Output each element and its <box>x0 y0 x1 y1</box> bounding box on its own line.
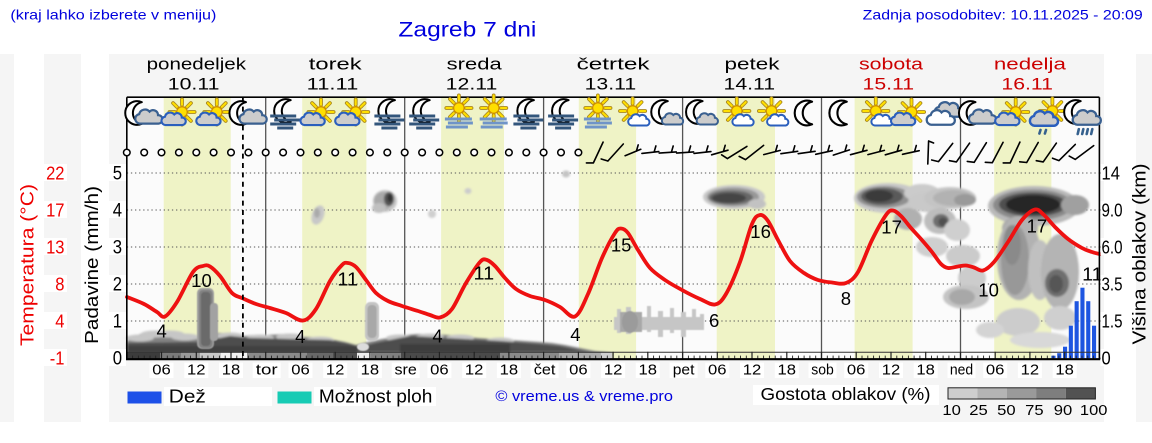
svg-text:100: 100 <box>1080 403 1108 419</box>
svg-text:4: 4 <box>55 311 64 332</box>
svg-text:sobota: sobota <box>859 55 924 74</box>
svg-text:9.0: 9.0 <box>1102 200 1123 221</box>
svg-text:12.11: 12.11 <box>446 75 498 94</box>
svg-text:11.11: 11.11 <box>307 75 359 94</box>
svg-text:3.5: 3.5 <box>1102 274 1123 295</box>
svg-text:2: 2 <box>113 275 122 296</box>
svg-text:Dež: Dež <box>169 387 206 407</box>
svg-text:22: 22 <box>46 163 64 184</box>
svg-text:10: 10 <box>942 403 961 419</box>
svg-text:5: 5 <box>113 164 122 185</box>
svg-text:90: 90 <box>1054 403 1073 419</box>
svg-text:13.11: 13.11 <box>585 75 637 94</box>
svg-text:nedelja: nedelja <box>994 55 1067 74</box>
svg-text:4: 4 <box>432 326 442 346</box>
svg-text:06: 06 <box>152 363 171 379</box>
svg-text:(kraj lahko izberete v meniju): (kraj lahko izberete v meniju) <box>10 7 216 23</box>
svg-text:12: 12 <box>1021 363 1040 379</box>
svg-text:14.11: 14.11 <box>724 75 776 94</box>
svg-text:petek: petek <box>725 55 781 74</box>
svg-text:Možnost ploh: Možnost ploh <box>319 387 433 407</box>
svg-text:10: 10 <box>978 281 999 301</box>
svg-text:06: 06 <box>986 363 1005 379</box>
svg-text:sreda: sreda <box>447 55 503 74</box>
svg-text:ned: ned <box>950 363 973 379</box>
svg-text:6: 6 <box>709 311 719 331</box>
svg-text:17: 17 <box>46 200 64 221</box>
svg-text:pet: pet <box>673 363 695 379</box>
svg-text:čet: čet <box>534 363 556 379</box>
svg-text:06: 06 <box>708 363 727 379</box>
svg-text:12: 12 <box>604 363 623 379</box>
svg-text:12: 12 <box>326 363 345 379</box>
svg-text:4: 4 <box>157 322 167 342</box>
svg-text:11: 11 <box>1082 265 1103 285</box>
svg-text:12: 12 <box>882 363 901 379</box>
svg-text:25: 25 <box>969 403 988 419</box>
svg-text:50: 50 <box>997 403 1016 419</box>
svg-text:18: 18 <box>1055 363 1074 379</box>
svg-text:Temperatura (°C): Temperatura (°C) <box>18 184 38 346</box>
svg-text:18: 18 <box>916 363 935 379</box>
svg-text:tor: tor <box>256 363 278 379</box>
svg-text:0: 0 <box>1102 348 1111 369</box>
svg-text:12: 12 <box>465 363 484 379</box>
svg-text:sob: sob <box>811 363 834 379</box>
svg-text:14: 14 <box>1102 163 1120 184</box>
svg-text:06: 06 <box>430 363 449 379</box>
svg-text:06: 06 <box>291 363 310 379</box>
svg-text:16.11: 16.11 <box>1001 75 1053 94</box>
svg-text:sre: sre <box>395 363 417 379</box>
svg-text:11: 11 <box>337 270 358 290</box>
svg-text:16: 16 <box>750 222 771 242</box>
svg-text:17: 17 <box>881 217 902 237</box>
svg-text:12: 12 <box>187 363 206 379</box>
svg-text:četrtek: četrtek <box>577 55 651 74</box>
svg-text:© vreme.us & vreme.pro: © vreme.us & vreme.pro <box>495 389 673 405</box>
svg-text:4: 4 <box>570 325 580 345</box>
svg-text:torek: torek <box>309 55 362 74</box>
svg-text:ponedeljek: ponedeljek <box>147 55 247 74</box>
svg-text:Gostota oblakov (%): Gostota oblakov (%) <box>761 384 931 404</box>
svg-text:Padavine (mm/h): Padavine (mm/h) <box>82 186 102 344</box>
svg-text:10.11: 10.11 <box>168 75 220 94</box>
svg-text:-1: -1 <box>50 348 65 369</box>
svg-text:4: 4 <box>113 201 123 222</box>
svg-text:8: 8 <box>841 289 851 309</box>
svg-text:Višina oblakov (km): Višina oblakov (km) <box>1130 164 1150 345</box>
svg-text:15: 15 <box>611 236 632 256</box>
svg-text:1.5: 1.5 <box>1102 311 1123 332</box>
svg-text:12: 12 <box>743 363 762 379</box>
svg-text:Zagreb 7 dni: Zagreb 7 dni <box>398 17 536 41</box>
svg-text:8: 8 <box>55 274 64 295</box>
svg-text:Zadnja posodobitev: 10.11.2025: Zadnja posodobitev: 10.11.2025 - 20:09 <box>863 7 1143 23</box>
svg-text:06: 06 <box>847 363 866 379</box>
svg-text:4: 4 <box>295 327 305 347</box>
svg-text:18: 18 <box>778 363 797 379</box>
svg-text:15.11: 15.11 <box>863 75 915 94</box>
svg-text:13: 13 <box>46 237 64 258</box>
svg-text:3: 3 <box>113 238 122 259</box>
svg-text:11: 11 <box>474 263 495 283</box>
svg-text:75: 75 <box>1025 403 1044 419</box>
svg-text:18: 18 <box>222 363 241 379</box>
svg-text:06: 06 <box>569 363 588 379</box>
svg-text:10: 10 <box>191 271 212 291</box>
svg-text:18: 18 <box>500 363 519 379</box>
svg-text:18: 18 <box>639 363 658 379</box>
svg-text:18: 18 <box>361 363 380 379</box>
svg-text:1: 1 <box>113 312 122 333</box>
svg-text:17: 17 <box>1027 216 1048 236</box>
svg-text:0: 0 <box>113 349 122 370</box>
svg-text:6.0: 6.0 <box>1102 237 1123 258</box>
